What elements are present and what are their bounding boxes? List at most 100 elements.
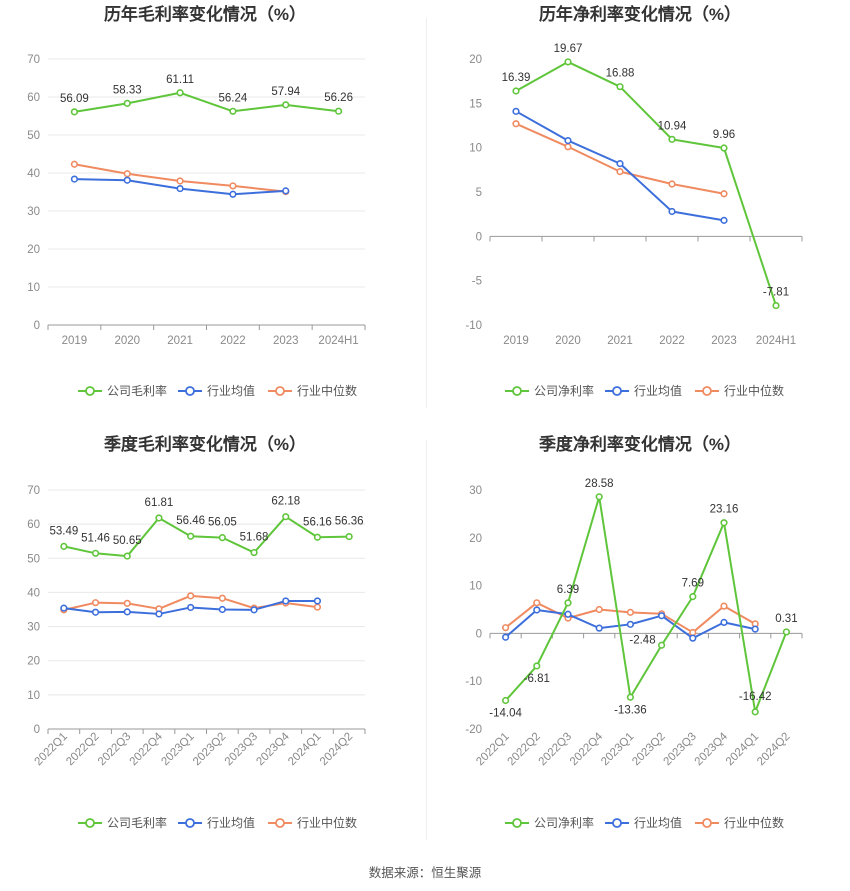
legend-label: 行业均值 [634,815,682,830]
x-tick-label: 2023 [273,335,299,347]
data-point [155,610,163,618]
data-label: 56.16 [303,516,332,528]
data-label: -7.81 [763,287,789,299]
data-point [512,87,520,95]
data-point [668,135,676,143]
data-point [668,180,676,188]
data-label: 7.69 [682,578,704,590]
legend-label: 行业均值 [207,383,255,398]
data-point [123,176,131,184]
y-tick-label: 0 [34,724,40,736]
data-point [282,597,290,605]
data-point [282,187,290,195]
legend-marker [612,818,622,828]
data-source-note: 数据来源：恒生聚源 [368,866,482,880]
data-point [751,625,759,633]
data-label: 23.16 [710,504,739,516]
legend-label: 公司毛利率 [107,383,167,398]
data-label: -16.42 [739,691,772,703]
y-tick-label: 10 [469,581,482,593]
legend-label: 公司净利率 [534,815,594,830]
data-point [229,182,237,190]
annual-net-margin-chart: 历年净利率变化情况（%） -10 -5 0 5 10 15 20 2019 2020 2021 202… [465,4,803,398]
data-label: 56.05 [208,517,237,529]
x-tick-label: 2024H1 [318,335,358,347]
data-point [176,89,184,97]
legend-marker [275,818,285,828]
x-tick-label: 2021 [167,335,193,347]
data-label: 0.31 [775,613,797,625]
legend-label: 公司毛利率 [107,815,167,830]
data-point [229,190,237,198]
data-point [250,548,258,557]
y-tick-label: 15 [469,98,482,110]
y-tick-label: 50 [27,130,40,142]
data-label: 56.26 [324,92,353,104]
data-point [187,592,195,600]
data-point [626,693,634,701]
data-label: 56.24 [219,92,248,104]
x-tick-label: 2022Q1 [474,731,511,768]
x-tick-label: 2023Q1 [159,731,196,768]
x-tick-label: 2022Q2 [505,731,542,768]
x-tick-label: 2023Q2 [191,731,228,768]
data-label: -13.36 [614,704,647,716]
data-point [720,602,728,610]
legend-marker [185,818,195,828]
data-point [595,605,603,614]
data-label: -14.04 [489,708,522,720]
y-tick-label: 10 [27,690,40,702]
chart-title: 历年毛利率变化情况（%） [104,4,306,24]
series-line-0 [515,60,777,306]
data-label: 56.09 [60,93,89,105]
data-point [334,107,343,115]
y-tick-label: -10 [465,676,482,688]
data-point [616,160,624,168]
data-point [282,513,290,521]
data-point [123,608,131,616]
legend-marker [702,386,712,396]
data-point [155,514,163,522]
y-tick-label: 40 [27,587,40,599]
data-point [512,107,520,115]
legend-marker [275,386,285,396]
data-point [751,708,759,716]
series-line-2 [504,601,756,634]
x-tick-label: 2024Q1 [286,731,323,768]
data-point [250,606,258,614]
data-point [595,493,603,501]
y-tick-label: 20 [469,533,482,545]
data-label: 53.49 [49,525,78,537]
x-tick-label: 2022Q4 [568,730,606,768]
y-tick-label: -10 [465,320,482,332]
y-tick-label: 10 [27,282,40,294]
data-label: 9.96 [713,129,735,141]
data-label: 56.36 [335,516,364,528]
data-point [501,696,510,705]
data-label: 16.39 [502,72,531,84]
legend-label: 行业中位数 [724,383,784,398]
y-tick-label: 0 [476,628,482,640]
y-tick-label: 30 [27,206,40,218]
x-tick-label: 2023Q3 [223,731,260,768]
data-point [229,107,237,115]
data-point [60,604,68,612]
data-label: 50.65 [113,535,142,547]
data-label: 19.67 [554,43,583,55]
y-tick-label: 20 [27,656,40,668]
data-point [70,160,79,168]
data-point [689,593,697,601]
y-tick-label: 70 [27,54,40,66]
data-point [689,628,697,637]
panel-divider-top [426,18,427,408]
quarterly-net-margin-chart: 季度净利率变化情况（%）-20-1001020302022Q12022Q2202… [465,434,803,830]
data-point [658,641,666,649]
chart-title: 季度毛利率变化情况（%） [104,434,306,454]
data-point [533,606,541,614]
data-point [282,101,290,109]
data-point [720,190,728,198]
data-point [501,624,510,632]
legend-label: 行业中位数 [297,383,357,398]
data-point [176,184,184,193]
y-tick-label: 0 [34,320,40,332]
